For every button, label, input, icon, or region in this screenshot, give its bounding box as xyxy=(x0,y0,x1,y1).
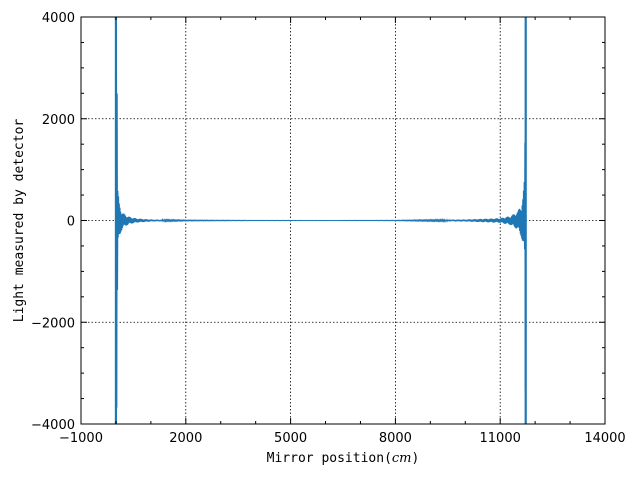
x-tick-label: 8000 xyxy=(379,431,412,446)
y-tick-labels: −4000 −2000 0 2000 4000 xyxy=(31,11,75,433)
x-tick-label: 14000 xyxy=(584,431,625,446)
y-tick-label: 0 xyxy=(67,215,75,230)
signal-series xyxy=(114,17,527,424)
signal-trace xyxy=(115,50,526,423)
axis-ticks xyxy=(80,16,606,425)
x-tick-label: 11000 xyxy=(480,431,521,446)
y-tick-label: 2000 xyxy=(42,113,75,128)
y-tick-label: −4000 xyxy=(31,418,75,433)
y-tick-label: 4000 xyxy=(42,11,75,26)
y-tick-label: −2000 xyxy=(31,316,75,331)
x-tick-labels: −1000 2000 5000 8000 11000 14000 xyxy=(59,431,626,446)
x-tick-label: −1000 xyxy=(59,431,103,446)
x-tick-label: 5000 xyxy=(274,431,307,446)
x-axis-label: Mirror position(cm) xyxy=(267,451,420,466)
y-axis-label: Light measured by detector xyxy=(12,119,27,323)
x-tick-label: 2000 xyxy=(169,431,202,446)
